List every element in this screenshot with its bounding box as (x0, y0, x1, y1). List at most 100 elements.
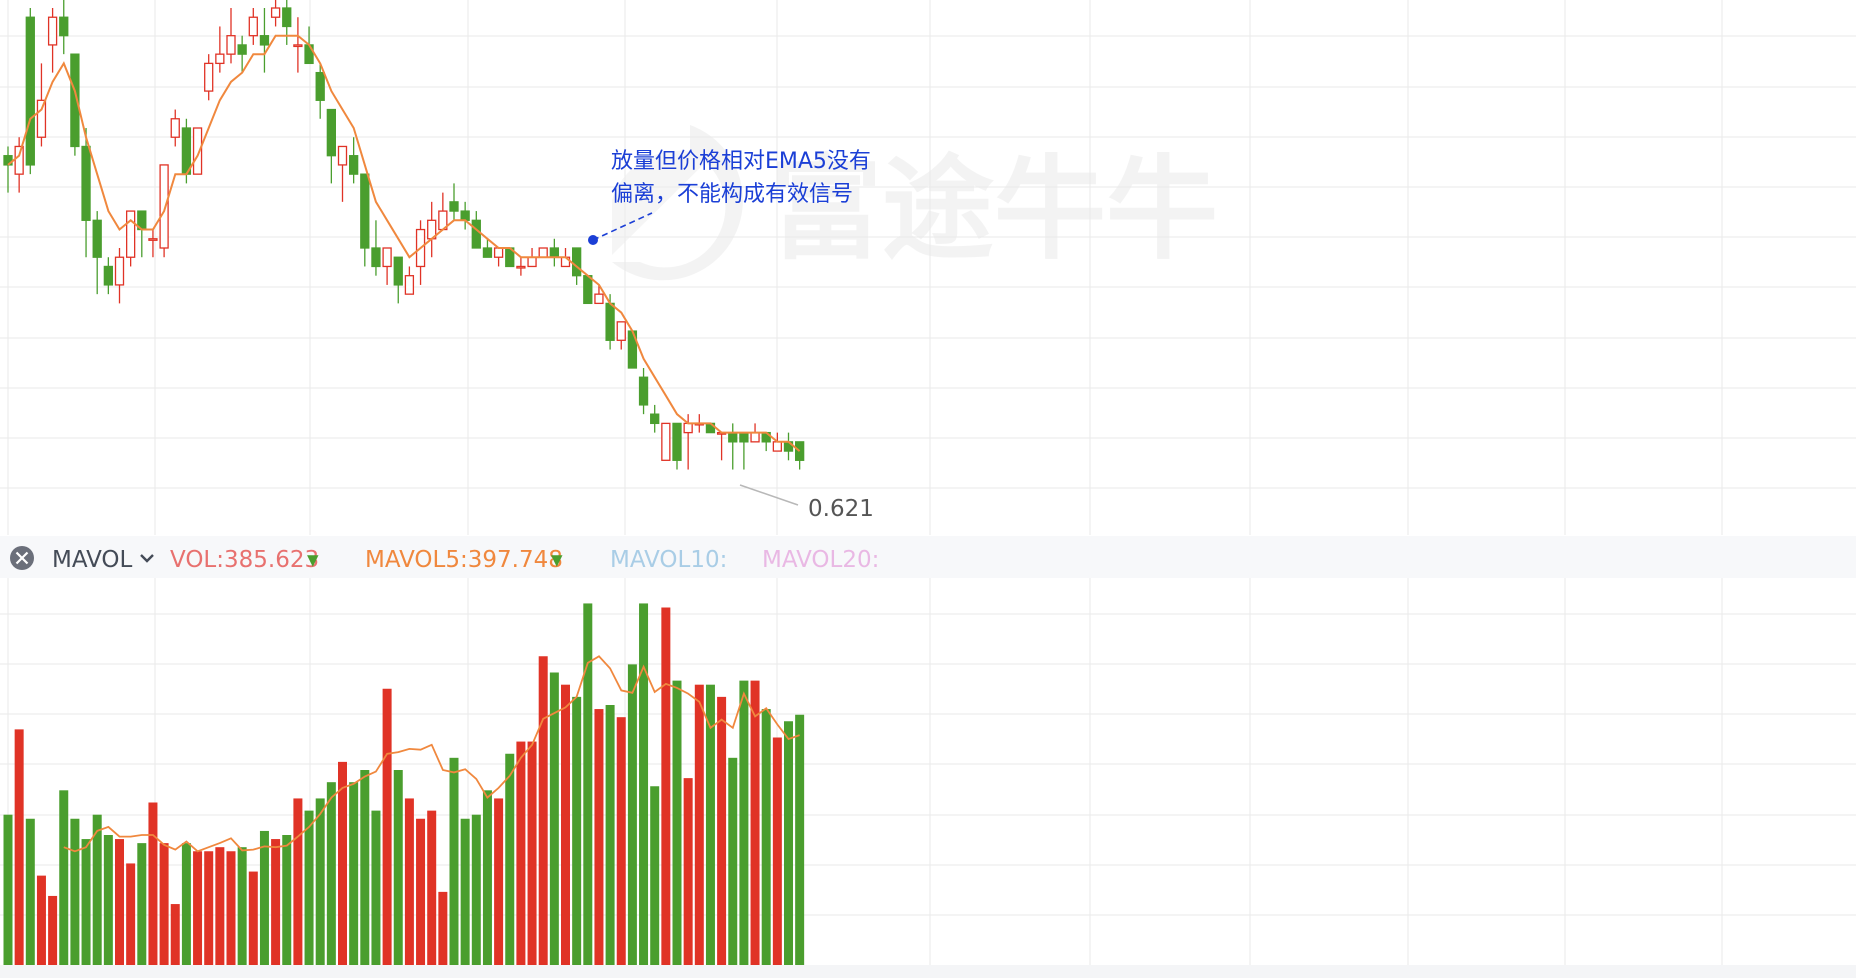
volume-bar (438, 891, 448, 965)
candle-body (237, 44, 247, 55)
volume-bar (784, 721, 793, 965)
candle-body (404, 275, 415, 295)
candle (449, 183, 459, 221)
volume-bar (705, 684, 715, 965)
volume-bar (717, 696, 727, 965)
candle-body (226, 35, 236, 55)
candle (36, 63, 47, 147)
volume-bar (449, 757, 459, 965)
candle-body (538, 247, 548, 258)
candle-body (616, 321, 626, 341)
volume-bar (215, 847, 225, 965)
candle (25, 8, 35, 175)
candle-body (527, 256, 537, 268)
candle-body (650, 413, 660, 425)
volume-bar (661, 607, 671, 965)
candle (795, 441, 805, 470)
volume-bar (181, 843, 191, 965)
annotation-line-2: 偏离，不能构成有效信号 (611, 182, 853, 207)
volume-bar (416, 818, 426, 965)
candle (594, 284, 604, 305)
candle-body (270, 7, 281, 18)
low-marker: 0.621 (739, 484, 874, 522)
indicator-name[interactable]: MAVOL (52, 547, 133, 573)
candle (282, 0, 292, 45)
volume-bar (561, 684, 570, 965)
candle-body (148, 238, 158, 241)
volume-bar (728, 757, 738, 965)
candle-body (594, 293, 604, 305)
candle-body (326, 108, 337, 157)
candle (783, 432, 794, 461)
volume-bar (159, 843, 169, 965)
candle-body (460, 210, 470, 221)
volume-bar (761, 709, 771, 965)
candle-body (348, 155, 359, 175)
candle-body (493, 247, 504, 258)
volume-bar (126, 863, 136, 965)
volume-bar (293, 798, 303, 965)
candle (70, 53, 80, 156)
volume-bar (616, 717, 626, 965)
volume-bar (594, 709, 604, 965)
candle-body (315, 71, 325, 101)
annotation-dot (588, 235, 598, 245)
volume-bar (572, 696, 582, 965)
candle (237, 35, 247, 73)
candle-body (282, 7, 292, 28)
bottom-scrollbar[interactable] (0, 965, 1856, 978)
candle (81, 128, 91, 258)
candle (716, 431, 727, 461)
candle-body (516, 265, 526, 269)
close-icon[interactable] (10, 546, 34, 570)
volume-bar (360, 770, 370, 965)
volume-bar (204, 851, 214, 965)
volume-bar (304, 810, 314, 965)
volume-bar (382, 688, 392, 965)
candle-body (750, 431, 760, 443)
volume-bar (326, 782, 336, 965)
candle-body (728, 431, 738, 443)
candle (371, 220, 381, 276)
volume-bar (683, 778, 693, 965)
mavol5-line (63, 655, 800, 853)
candle-body (36, 99, 47, 138)
volume-bar (750, 680, 760, 965)
candle-body (114, 256, 125, 286)
volume-bar (92, 814, 102, 965)
candle (326, 108, 337, 184)
volume-bar (516, 741, 526, 965)
candle (59, 0, 69, 55)
mavol10-value: MAVOL10: (610, 547, 727, 573)
candle (616, 321, 626, 350)
candle-body (482, 247, 493, 258)
candle-body (70, 53, 80, 148)
volume-bar (772, 737, 782, 965)
candle-body (126, 210, 136, 258)
candle (549, 238, 559, 267)
mavol20-value: MAVOL20: (762, 547, 879, 573)
candle (360, 173, 370, 267)
candle-body (360, 173, 370, 249)
indicator-bar: MAVOL VOL:385.623 ▾ MAVOL5:397.748 ▾ MAV… (0, 536, 1856, 578)
candle (638, 368, 649, 415)
vol-arrow: ▾ (307, 547, 319, 573)
candle-body (59, 16, 69, 37)
candle (482, 238, 493, 258)
candle-body (47, 16, 58, 46)
candle-body (605, 302, 615, 341)
candle-body (81, 145, 91, 221)
candle (14, 137, 24, 193)
candle (427, 201, 437, 258)
volume-bar (471, 814, 481, 965)
volume-bar (694, 684, 704, 965)
annotation-line-1: 放量但价格相对EMA5没有 (611, 149, 871, 174)
annotation: 放量但价格相对EMA5没有 偏离，不能构成有效信号 (588, 149, 871, 245)
candle-body (583, 275, 593, 305)
volume-bar (259, 830, 269, 965)
candle (204, 54, 214, 101)
candle (148, 229, 158, 258)
candle (538, 247, 548, 258)
chevron-down-icon[interactable] (140, 554, 154, 563)
